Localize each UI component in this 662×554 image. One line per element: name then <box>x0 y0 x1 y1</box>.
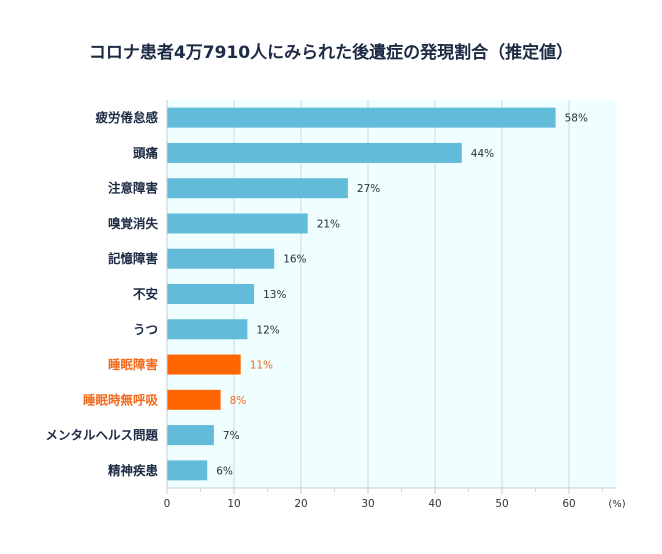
bar <box>167 319 248 340</box>
x-tick-label: 20 <box>294 498 307 510</box>
bars <box>167 107 556 481</box>
bar <box>167 354 241 375</box>
bar <box>167 178 348 199</box>
x-tick-label: 60 <box>562 498 575 510</box>
x-tick-label: 30 <box>361 498 374 510</box>
value-label: 11% <box>250 360 273 372</box>
value-label: 44% <box>471 148 494 160</box>
value-label: 16% <box>283 254 306 266</box>
value-label: 12% <box>256 324 279 336</box>
category-label: 不安 <box>133 287 158 302</box>
bar <box>167 389 221 410</box>
bar <box>167 425 214 446</box>
bar <box>167 107 556 128</box>
category-label: メンタルヘルス問題 <box>45 428 158 443</box>
category-label: 記憶障害 <box>108 251 158 266</box>
value-label: 58% <box>565 113 588 125</box>
value-label: 27% <box>357 183 380 195</box>
category-label: うつ <box>133 322 158 337</box>
category-label: 注意障害 <box>108 181 158 196</box>
category-label: 疲労倦怠感 <box>95 110 158 125</box>
x-tick-label: 0 <box>164 498 171 510</box>
value-label: 21% <box>317 218 340 230</box>
category-label: 嗅覚消失 <box>108 216 159 231</box>
x-axis-unit-label: (%) <box>608 499 625 510</box>
x-tick-label: 40 <box>428 498 441 510</box>
value-label: 6% <box>216 465 233 477</box>
category-labels: 疲労倦怠感頭痛注意障害嗅覚消失記憶障害不安うつ睡眠障害睡眠時無呼吸メンタルヘルス… <box>45 110 158 478</box>
category-label: 精神疾患 <box>108 463 159 478</box>
value-label: 7% <box>223 430 240 442</box>
bar <box>167 248 275 269</box>
x-tick-label: 10 <box>227 498 240 510</box>
bar <box>167 284 255 304</box>
x-axis: 0 10 20 30 40 50 60 <box>164 100 616 510</box>
category-label: 睡眠障害 <box>108 357 158 372</box>
category-label: 頭痛 <box>133 145 159 160</box>
value-label: 8% <box>230 395 247 407</box>
x-tick-label: 50 <box>495 498 508 510</box>
category-label: 睡眠時無呼吸 <box>83 392 159 407</box>
bar <box>167 213 308 234</box>
value-labels: 58% 44% 27% 21% 16% 13% 12% 11% 8% 7% 6% <box>216 113 588 478</box>
bar <box>167 142 462 163</box>
bar <box>167 460 208 481</box>
value-label: 13% <box>263 289 286 301</box>
chart-title: コロナ患者4万7910人にみられた後遺症の発現割合（推定値） <box>88 43 574 63</box>
